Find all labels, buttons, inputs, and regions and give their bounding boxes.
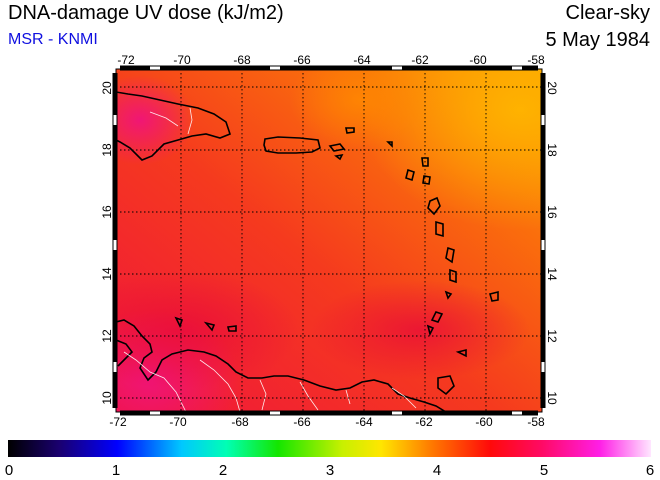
lat-lon-grid (116, 69, 542, 412)
lon-label-top: -58 (527, 53, 545, 67)
lat-label-left: 14 (100, 267, 114, 281)
lon-label-bottom: -58 (527, 415, 545, 429)
sky-condition: Clear-sky (565, 2, 650, 24)
map-title: DNA-damage UV dose (kJ/m2) (8, 2, 284, 24)
trinidad-coast (437, 375, 455, 396)
island-coasts (174, 127, 499, 358)
coastlines (116, 91, 499, 412)
colorbar-label: 5 (540, 462, 548, 479)
colorbar-label: 1 (112, 462, 120, 479)
lat-label-left: 16 (100, 205, 114, 219)
lon-label-top: -70 (173, 53, 191, 67)
lat-label-right: 10 (545, 391, 559, 405)
lon-label-bottom: -62 (415, 415, 433, 429)
lat-label-right: 20 (545, 81, 559, 95)
lon-label-bottom: -72 (109, 415, 127, 429)
lon-label-bottom: -70 (169, 415, 187, 429)
colorbar (8, 440, 651, 457)
lon-label-top: -64 (353, 53, 371, 67)
lat-label-left: 10 (100, 391, 114, 405)
colorbar-label: 0 (5, 462, 13, 479)
lon-label-top: -68 (233, 53, 251, 67)
colorbar-label: 2 (219, 462, 227, 479)
lat-label-right: 12 (545, 329, 559, 343)
lon-label-bottom: -66 (293, 415, 311, 429)
lon-label-top: -72 (117, 53, 135, 67)
lon-label-top: -62 (411, 53, 429, 67)
hispaniola-coast (116, 91, 231, 161)
lon-label-bottom: -64 (355, 415, 373, 429)
lat-label-right: 16 (545, 205, 559, 219)
lon-label-top: -60 (469, 53, 487, 67)
puerto-rico-coast (263, 136, 321, 154)
south-america-coast (116, 319, 447, 412)
lon-label-top: -66 (293, 53, 311, 67)
lon-label-bottom: -60 (475, 415, 493, 429)
lat-label-left: 20 (100, 81, 114, 95)
colorbar-label: 6 (646, 462, 654, 479)
colorbar-label: 3 (326, 462, 334, 479)
map-date: 5 May 1984 (545, 29, 650, 51)
lat-label-left: 18 (100, 143, 114, 157)
source-label: MSR - KNMI (8, 31, 98, 48)
colorbar-label: 4 (433, 462, 441, 479)
lon-label-bottom: -68 (231, 415, 249, 429)
lat-label-right: 18 (545, 143, 559, 157)
lat-label-right: 14 (545, 267, 559, 281)
lat-label-left: 12 (100, 329, 114, 343)
